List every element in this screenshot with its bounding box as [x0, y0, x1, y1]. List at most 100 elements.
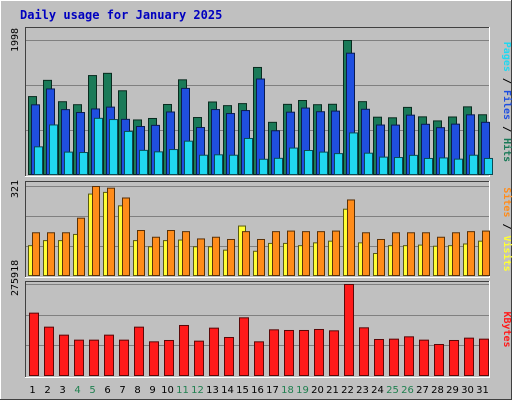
bar-sites-day-12	[197, 238, 205, 276]
bar-sites-day-26	[407, 232, 415, 277]
x-tick-label-day-23: 23	[356, 385, 369, 396]
bar-pages-day-27	[424, 157, 433, 176]
bar-pages-day-28	[439, 157, 448, 176]
bar-kbytes-day-20	[314, 328, 324, 376]
bar-kbytes-day-16	[254, 341, 264, 376]
x-tick-label-day-8: 8	[134, 385, 140, 396]
x-tick-label-day-4: 4	[74, 385, 80, 396]
legend-part-1: /	[501, 72, 512, 90]
bar-sites-day-19	[302, 231, 310, 276]
bar-kbytes-day-27	[419, 339, 429, 377]
x-tick-label-day-2: 2	[44, 385, 50, 396]
legend-part-0: Pages	[501, 42, 512, 72]
bar-kbytes-day-10	[164, 339, 174, 376]
bar-sites-day-31	[482, 230, 490, 276]
bar-pages-day-1	[34, 146, 43, 175]
bar-sites-day-16	[257, 238, 265, 277]
bar-kbytes-day-1	[29, 312, 39, 377]
bar-sites-day-13	[212, 236, 220, 276]
bar-pages-day-13	[214, 154, 223, 176]
bar-pages-day-31	[484, 157, 493, 176]
panel-hits-files-pages: 1998 Pages / Files / Hits	[10, 27, 512, 177]
bar-kbytes-day-7	[119, 339, 129, 377]
bar-kbytes-day-11	[179, 324, 189, 376]
x-tick-label-day-19: 19	[296, 385, 309, 396]
bar-pages-day-24	[379, 156, 388, 176]
x-tick-label-day-29: 29	[446, 385, 459, 396]
bar-pages-day-10	[169, 149, 178, 175]
bar-kbytes-day-9	[149, 341, 159, 376]
bar-kbytes-day-24	[374, 338, 384, 377]
bar-sites-day-14	[227, 238, 235, 277]
bar-kbytes-day-18	[284, 329, 294, 376]
x-tick-label-day-31: 31	[476, 385, 489, 396]
x-tick-label-day-6: 6	[104, 385, 110, 396]
bar-sites-day-24	[377, 238, 385, 277]
bar-pages-day-25	[394, 157, 403, 175]
bar-kbytes-day-6	[104, 334, 114, 377]
bar-kbytes-day-21	[329, 330, 339, 376]
bar-sites-day-17	[272, 231, 280, 276]
x-tick-label-day-16: 16	[251, 385, 264, 396]
bar-sites-day-1	[32, 232, 40, 277]
x-tick-label-day-22: 22	[341, 385, 354, 396]
x-tick-label-day-24: 24	[371, 385, 384, 396]
bar-sites-day-6	[107, 187, 115, 276]
bar-sites-day-30	[467, 231, 475, 276]
x-tick-label-day-12: 12	[191, 385, 204, 396]
bar-pages-day-26	[409, 154, 418, 176]
bar-kbytes-day-13	[209, 327, 219, 377]
bar-kbytes-day-15	[239, 317, 249, 376]
bar-sites-day-2	[47, 232, 55, 277]
bar-sites-day-22	[347, 199, 355, 276]
legend-part-2: Visits	[501, 236, 512, 272]
chart-panels: 1998 Pages / Files / Hits 321 Sites / Visit…	[10, 27, 512, 378]
legend-part-0: Sites	[501, 187, 512, 217]
bar-kbytes-day-5	[89, 339, 99, 377]
bar-pages-day-15	[244, 137, 253, 176]
x-tick-label-day-26: 26	[401, 385, 414, 396]
bar-kbytes-day-23	[359, 327, 369, 377]
series-legend-label: Pages / Files / Hits	[501, 42, 512, 162]
bar-pages-day-2	[49, 124, 58, 175]
bar-pages-day-7	[124, 130, 133, 176]
y-max-label: 321	[10, 180, 21, 198]
bar-kbytes-day-26	[404, 336, 414, 376]
bar-sites-day-7	[122, 197, 130, 276]
bar-sites-day-3	[62, 232, 70, 277]
bar-kbytes-day-8	[134, 326, 144, 377]
x-tick-label-day-20: 20	[311, 385, 324, 396]
series-legend-label: KBytes	[501, 311, 512, 347]
bar-kbytes-day-12	[194, 340, 204, 376]
bar-pages-day-22	[349, 132, 358, 175]
bar-pages-day-4	[79, 152, 88, 175]
bar-pages-day-16	[259, 158, 268, 175]
legend-part-2: Files	[501, 90, 512, 120]
bar-kbytes-day-30	[464, 337, 474, 376]
bar-kbytes-day-14	[224, 336, 234, 376]
bar-sites-day-18	[287, 230, 295, 276]
bar-pages-day-3	[64, 151, 73, 176]
bar-kbytes-day-31	[479, 338, 489, 377]
x-tick-label-day-21: 21	[326, 385, 339, 396]
bar-kbytes-day-22	[344, 284, 354, 376]
bar-pages-day-29	[454, 158, 463, 176]
bar-sites-day-4	[77, 217, 85, 276]
bar-pages-day-17	[274, 157, 283, 176]
bar-pages-day-8	[139, 149, 148, 176]
bar-sites-day-10	[167, 230, 175, 276]
x-tick-label-day-15: 15	[236, 385, 249, 396]
bar-pages-day-12	[199, 154, 208, 176]
bar-pages-day-6	[109, 119, 118, 175]
bar-sites-day-28	[437, 236, 445, 276]
y-max-label: 1998	[10, 28, 21, 52]
x-axis-day-labels: 1 2 3 4 5 6 7 8 9 10 11 12 13 14 15 16 17 18 19 20 21 22 23 24 2…	[29, 385, 489, 396]
x-tick-label-day-13: 13	[206, 385, 219, 396]
bar-sites-day-20	[317, 231, 325, 276]
x-tick-label-day-9: 9	[149, 385, 155, 396]
bar-kbytes-day-3	[59, 334, 69, 377]
x-tick-label-day-10: 10	[161, 385, 174, 396]
x-tick-label-day-25: 25	[386, 385, 399, 396]
x-tick-label-day-5: 5	[89, 385, 95, 396]
